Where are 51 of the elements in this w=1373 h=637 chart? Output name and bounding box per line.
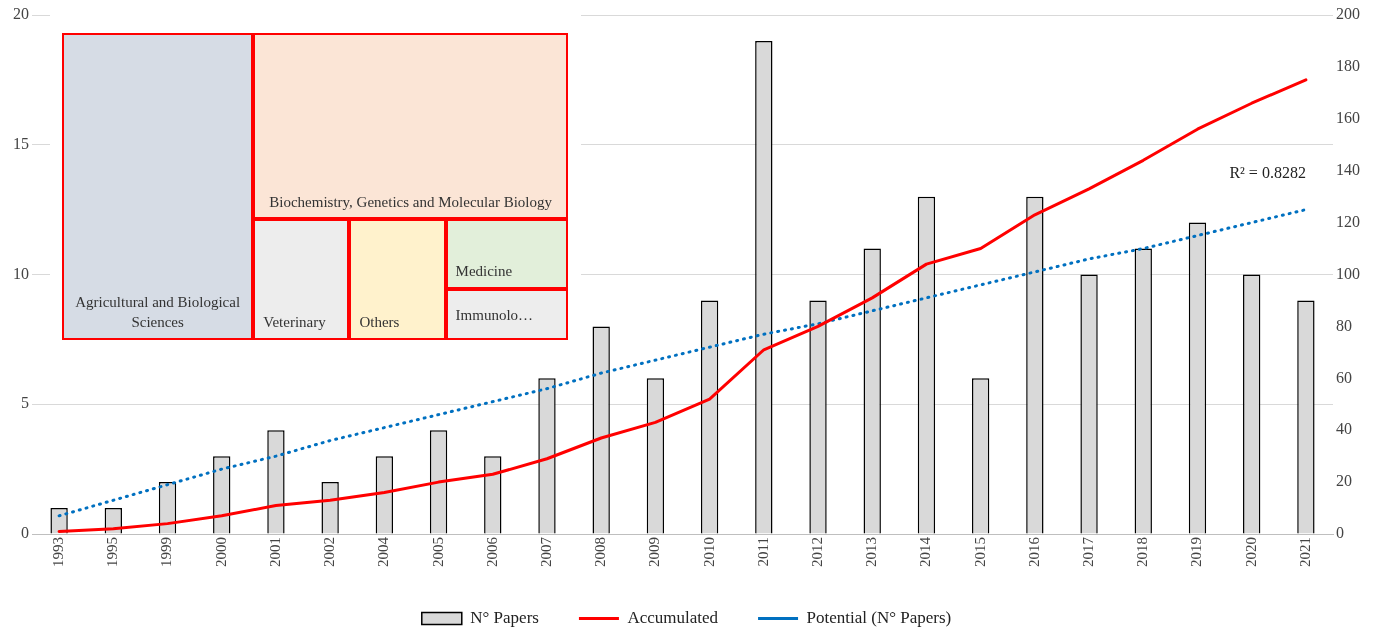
category-label: Biochemistry, Genetics and Molecular Biology: [253, 33, 568, 219]
x-tick-label: 2008: [592, 537, 609, 567]
x-tick-label: 2019: [1188, 537, 1205, 567]
legend-label: Accumulated: [627, 607, 719, 627]
x-tick-label: 1995: [104, 537, 121, 567]
x-tick-label: 2009: [646, 537, 663, 567]
y2-tick-label: 140: [1336, 160, 1360, 178]
y2-tick-label: 100: [1336, 264, 1360, 282]
x-tick-label: 2015: [971, 537, 988, 567]
x-tick-label: 2021: [1296, 537, 1313, 567]
x-tick-label: 2020: [1242, 537, 1259, 567]
x-tick-label: 2006: [483, 536, 500, 567]
x-tick-label: 2011: [754, 537, 771, 567]
y2-tick-label: 180: [1336, 57, 1360, 75]
y2-tick-label: 0: [1336, 524, 1344, 542]
y-tick-label: 20: [13, 5, 29, 23]
category-label: Veterinary: [253, 218, 350, 340]
y-tick-label: 15: [13, 134, 29, 152]
x-tick-label: 1999: [158, 537, 175, 567]
category-label: Others: [349, 218, 446, 340]
legend-label: N° Papers: [470, 607, 539, 627]
x-tick-label: 2017: [1080, 536, 1096, 567]
y2-tick-label: 40: [1336, 420, 1352, 438]
legend-label: Potential (N° Papers): [806, 607, 952, 627]
category-label: Immunolo…: [445, 289, 568, 340]
category-label: Agricultural and Biological Sciences: [62, 33, 254, 340]
x-tick-label: 2018: [1134, 537, 1151, 567]
x-tick-label: 2012: [808, 537, 825, 567]
annotation: R² = 0.8282: [1229, 163, 1306, 181]
x-tick-label: 2000: [212, 537, 229, 567]
x-tick-label: 2005: [429, 537, 446, 567]
line-series: [57, 208, 1308, 518]
x-tick-label: 2001: [266, 537, 283, 567]
x-tick-label: 2014: [917, 536, 934, 567]
x-tick-label: 2010: [700, 537, 717, 567]
x-tick-label: 2007: [537, 536, 554, 567]
y2-tick-label: 20: [1336, 472, 1352, 490]
y2-tick-label: 160: [1336, 109, 1360, 126]
category-label: Medicine: [445, 218, 568, 290]
y2-tick-label: 80: [1336, 316, 1352, 334]
y2-tick-label: 60: [1336, 368, 1352, 386]
x-tick-label: 1993: [50, 537, 67, 567]
x-tick-label: 2004: [375, 536, 392, 567]
x-tick-label: 2016: [1025, 536, 1042, 567]
x-tick-label: 2002: [321, 537, 338, 567]
y-tick-label: 5: [21, 394, 29, 412]
y2-tick-label: 120: [1336, 212, 1360, 230]
y2-tick-label: 200: [1336, 5, 1360, 23]
y-tick-label: 10: [13, 264, 29, 282]
x-tick-label: 2013: [863, 537, 880, 567]
y-tick-label: 0: [21, 524, 29, 542]
